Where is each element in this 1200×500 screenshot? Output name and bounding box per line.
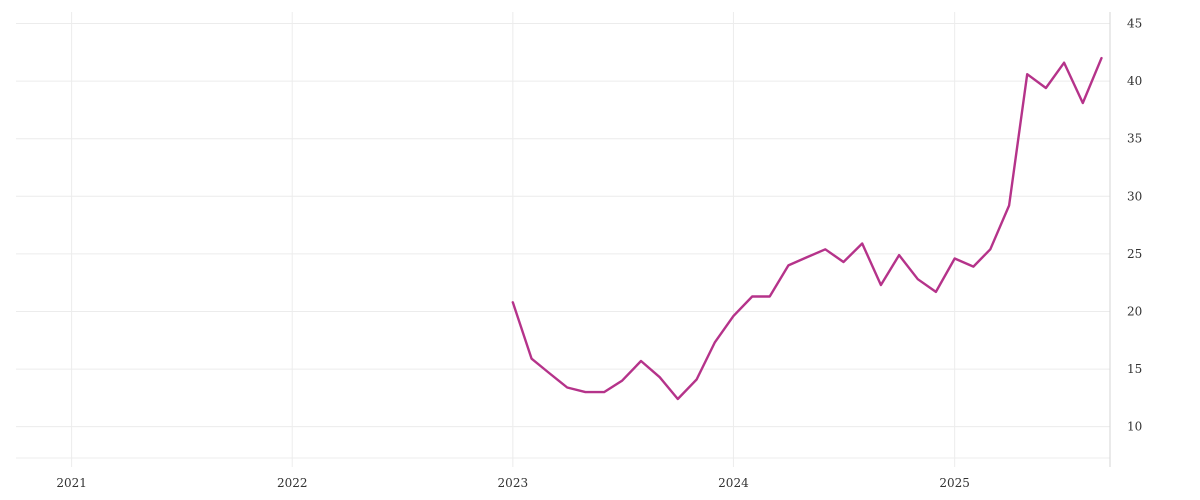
x-tick-label-2023: 2023: [498, 476, 529, 490]
x-tick-label-2022: 2022: [277, 476, 308, 490]
vertical-gridlines: [71, 12, 956, 467]
series-group: [511, 56, 1103, 401]
y-tick-label-20: 20: [1127, 304, 1142, 318]
y-tick-labels: 10 15 20 25 30 35 40 45: [1127, 17, 1142, 434]
x-tick-label-2021: 2021: [56, 476, 87, 490]
y-tick-label-30: 30: [1127, 189, 1142, 203]
series-line-0: [511, 56, 1103, 401]
x-tick-label-2025: 2025: [939, 476, 970, 490]
y-tick-label-25: 25: [1127, 247, 1142, 261]
horizontal-gridlines: [16, 23, 1110, 459]
y-tick-label-40: 40: [1127, 74, 1142, 88]
x-tick-labels: 2021 2022 2023 2024 2025: [56, 476, 970, 490]
x-tick-label-2024: 2024: [718, 476, 749, 490]
y-tick-label-15: 15: [1127, 362, 1142, 376]
y-tick-label-45: 45: [1127, 17, 1142, 31]
y-tick-label-35: 35: [1127, 132, 1142, 146]
y-tick-label-10: 10: [1127, 420, 1142, 434]
